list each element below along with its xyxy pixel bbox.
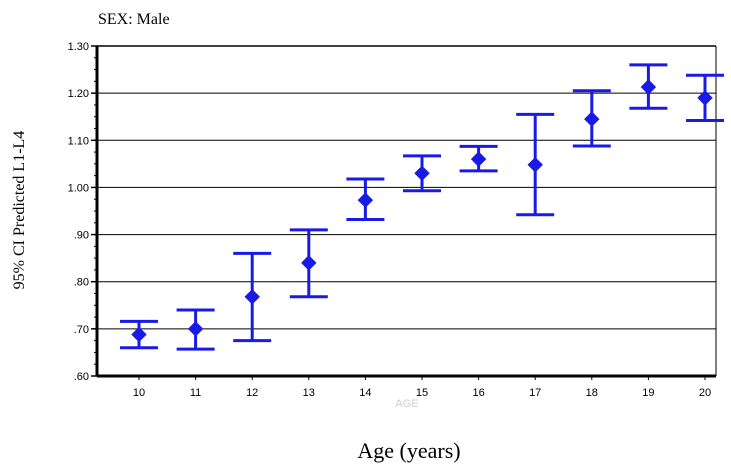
chart-subtitle: SEX: Male (98, 11, 170, 28)
x-axis-label: Age (years) (357, 438, 460, 463)
plot-area: .60 .70 .80 .90 1.00 1.10 1.20 1.30 10 11 12 13 14 15… (68, 41, 724, 399)
y-tick-label: .90 (74, 230, 89, 242)
y-tick-label: .60 (74, 371, 89, 383)
mean-marker (244, 289, 260, 305)
mean-marker (301, 255, 317, 271)
y-tick-label: 1.20 (68, 88, 89, 100)
x-axis-faint-label: AGE (395, 398, 418, 410)
mean-marker (470, 151, 487, 167)
mean-marker (527, 157, 543, 173)
plot-background (97, 46, 716, 376)
mean-marker (640, 79, 657, 95)
mean-marker (131, 326, 147, 343)
y-tick-label: 1.30 (68, 41, 89, 53)
x-tick-label: 14 (359, 387, 371, 399)
x-tick-label: 10 (133, 387, 145, 399)
x-tick-label: 17 (529, 387, 541, 399)
y-tick-label: .70 (74, 324, 89, 336)
mean-marker (584, 111, 600, 127)
x-tick-label: 16 (472, 387, 484, 399)
x-tick-label: 19 (642, 387, 654, 399)
y-axis-label: 95% CI Predicted L1-L4 (11, 131, 28, 290)
y-tick-label: .80 (74, 277, 89, 289)
x-tick-label: 11 (190, 387, 201, 399)
mean-marker (697, 90, 713, 106)
x-tick-label: 20 (699, 387, 711, 399)
x-tick-label: 18 (586, 387, 598, 399)
x-tick-label: 13 (303, 387, 315, 399)
mean-marker (357, 192, 374, 208)
mean-marker (414, 165, 430, 181)
mean-marker (187, 321, 204, 337)
x-tick-label: 12 (246, 387, 258, 399)
y-tick-label: 1.10 (68, 135, 89, 147)
x-tick-label: 15 (416, 387, 428, 399)
y-tick-label: 1.00 (68, 182, 89, 194)
